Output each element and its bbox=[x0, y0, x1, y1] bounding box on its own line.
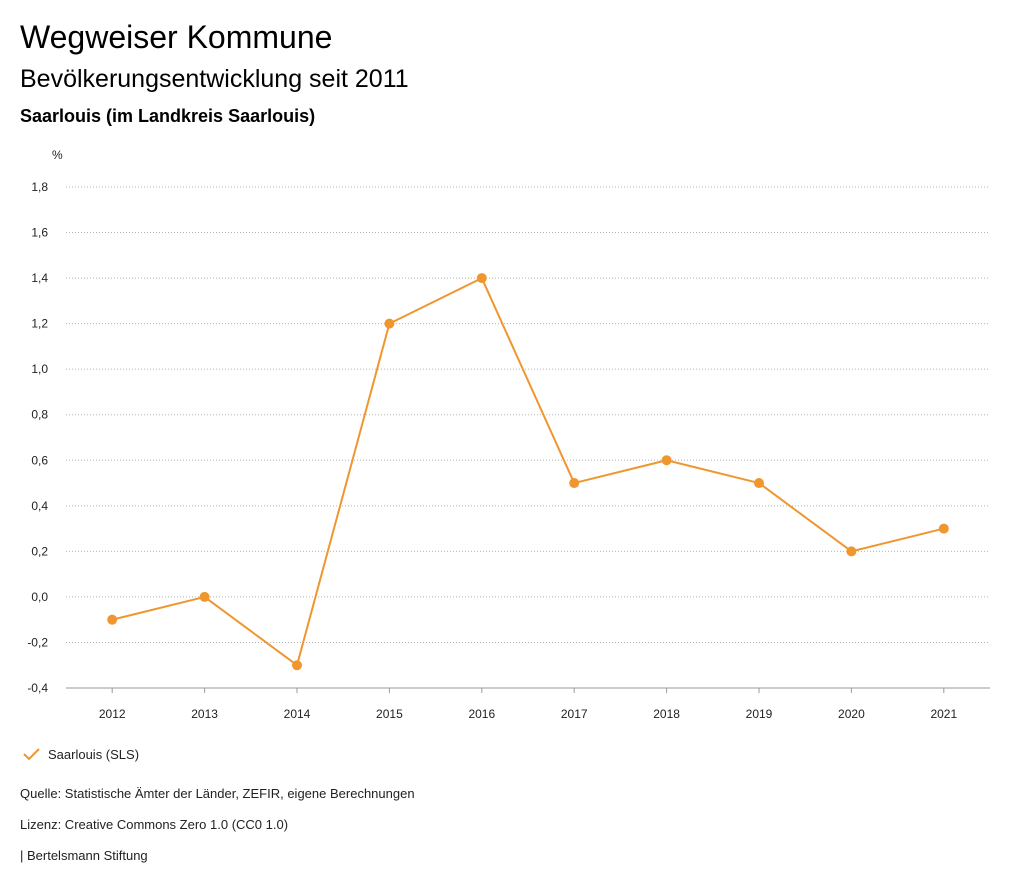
y-tick-label: 1,4 bbox=[31, 271, 48, 285]
data-point[interactable] bbox=[476, 273, 487, 284]
data-point[interactable] bbox=[292, 660, 302, 671]
data-point[interactable] bbox=[199, 591, 210, 602]
y-tick-label: 0,4 bbox=[31, 499, 48, 513]
y-tick-label: 0,8 bbox=[31, 408, 48, 422]
y-axis-unit: % bbox=[52, 148, 63, 162]
x-tick-label: 2020 bbox=[838, 707, 865, 721]
data-point[interactable] bbox=[384, 318, 395, 329]
x-tick-label: 2016 bbox=[468, 707, 495, 721]
publisher-note: | Bertelsmann Stiftung bbox=[20, 848, 148, 863]
data-point[interactable] bbox=[661, 455, 672, 466]
license-note: Lizenz: Creative Commons Zero 1.0 (CC0 1… bbox=[20, 817, 289, 832]
legend-item[interactable]: Saarlouis (SLS) bbox=[20, 744, 139, 764]
y-tick-label: 1,6 bbox=[31, 226, 48, 240]
x-tick-label: 2019 bbox=[746, 707, 773, 721]
x-tick-label: 2014 bbox=[284, 707, 311, 721]
x-tick-label: 2012 bbox=[99, 707, 126, 721]
y-tick-label: -0,2 bbox=[27, 635, 48, 649]
y-tick-label: 0,0 bbox=[31, 590, 48, 604]
legend-label: Saarlouis (SLS) bbox=[48, 746, 140, 762]
x-tick-label: 2017 bbox=[561, 707, 588, 721]
data-point[interactable] bbox=[754, 478, 764, 489]
data-point[interactable] bbox=[938, 523, 949, 534]
data-point[interactable] bbox=[569, 478, 580, 489]
data-point[interactable] bbox=[846, 546, 857, 557]
y-tick-label: 1,8 bbox=[31, 180, 48, 194]
x-tick-label: 2018 bbox=[653, 707, 680, 721]
x-tick-label: 2013 bbox=[191, 707, 218, 721]
x-tick-label: 2021 bbox=[930, 707, 957, 721]
data-point[interactable] bbox=[107, 614, 118, 625]
y-tick-label: 1,2 bbox=[31, 317, 48, 331]
y-tick-label: 0,6 bbox=[31, 453, 48, 467]
y-tick-label: 1,0 bbox=[31, 362, 48, 376]
y-tick-label: 0,2 bbox=[31, 544, 48, 558]
y-tick-label: -0,4 bbox=[27, 681, 48, 695]
series-line bbox=[111, 277, 945, 667]
chart-subtitle: Bevölkerungsentwicklung seit 2011 bbox=[20, 65, 409, 93]
x-tick-label: 2015 bbox=[376, 707, 403, 721]
source-note: Quelle: Statistische Ämter der Länder, Z… bbox=[20, 786, 415, 801]
line-chart: % -0,4 -0,2 0,0 0,2 0,4 0,6 0,8 1,0 1,2 1,4 1,6 1,8 2… bbox=[27, 148, 990, 721]
page-title: Wegweiser Kommune bbox=[20, 19, 333, 55]
region-label: Saarlouis (im Landkreis Saarlouis) bbox=[20, 106, 316, 126]
check-icon bbox=[23, 748, 40, 761]
